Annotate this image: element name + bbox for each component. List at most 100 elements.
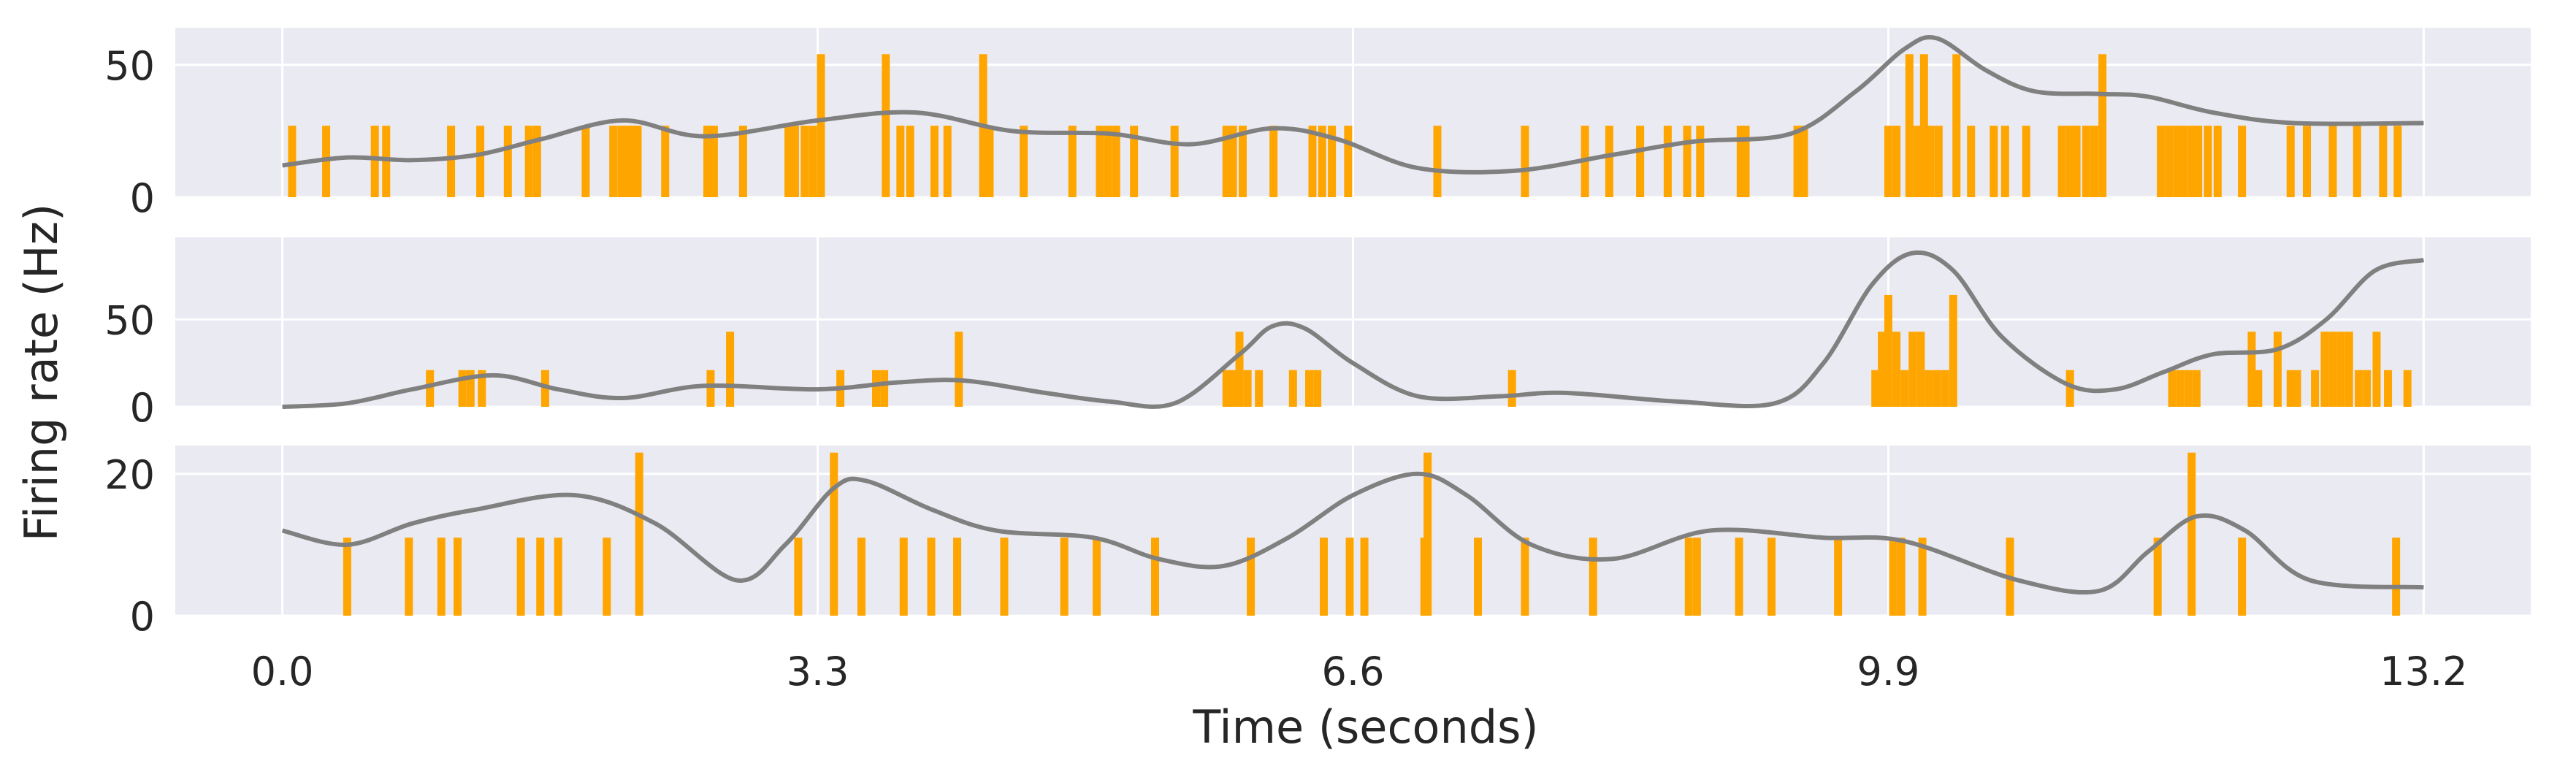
spike-bar xyxy=(581,126,590,197)
spike-bar xyxy=(1151,538,1160,616)
spike-bar xyxy=(817,54,825,197)
spike-bar xyxy=(503,126,512,197)
spike-bar xyxy=(955,332,963,407)
spike-bar xyxy=(458,370,467,407)
spike-bar xyxy=(1328,126,1337,197)
spike-bar xyxy=(1767,538,1776,616)
spike-bar xyxy=(532,126,541,197)
y-tick-label: 50 xyxy=(104,297,155,343)
spike-bar xyxy=(1793,126,1802,197)
spike-bar xyxy=(2213,126,2222,197)
spike-bar xyxy=(2072,126,2081,197)
spike-bar xyxy=(2157,126,2166,197)
spike-bar xyxy=(1741,126,1750,197)
spike-bar xyxy=(2274,332,2282,407)
spike-bar xyxy=(405,538,413,616)
spike-bar xyxy=(1905,54,1914,197)
spike-bar xyxy=(1313,370,1322,407)
spike-bar xyxy=(2403,370,2412,407)
firing-rate-line xyxy=(282,35,2424,175)
spike-bar xyxy=(1068,126,1077,197)
spike-bar xyxy=(1247,538,1255,616)
spike-bar xyxy=(1243,370,1252,407)
spike-bar xyxy=(943,126,952,197)
x-tick-label: 9.9 xyxy=(1857,649,1920,695)
spike-bar xyxy=(1507,370,1516,407)
spike-bar xyxy=(1345,538,1354,616)
spike-bar xyxy=(738,126,747,197)
spike-bar xyxy=(2328,332,2337,407)
spike-bar xyxy=(476,126,485,197)
x-tick-label: 6.6 xyxy=(1322,649,1385,695)
firing-rate-line xyxy=(281,471,2424,595)
firing-rate-line xyxy=(282,250,2425,409)
spike-bar xyxy=(2187,126,2196,197)
spike-bar xyxy=(661,126,670,197)
y-tick-label: 50 xyxy=(104,43,155,89)
spike-bar xyxy=(2057,126,2066,197)
spike-bar xyxy=(1684,538,1693,616)
spike-bar xyxy=(1889,538,1897,616)
spike-bar xyxy=(609,126,618,197)
spike-bar xyxy=(1130,126,1139,197)
spike-bar xyxy=(1170,126,1179,197)
spike-bar xyxy=(1892,332,1901,407)
spike-bar xyxy=(1949,294,1957,407)
spike-bar xyxy=(2311,370,2320,407)
spike-bar xyxy=(2286,126,2295,197)
spike-bar xyxy=(1892,126,1901,197)
spike-bar xyxy=(1423,452,1432,616)
spike-bar xyxy=(1228,126,1237,197)
spike-bar xyxy=(1344,126,1353,197)
spike-bar xyxy=(437,538,446,616)
spike-bar xyxy=(1683,126,1692,197)
spike-bar xyxy=(2392,538,2401,616)
spike-bar xyxy=(1000,538,1009,616)
spike-bar xyxy=(628,126,637,197)
spike-bar xyxy=(1521,126,1529,197)
spike-bar xyxy=(1897,538,1906,616)
spike-bar xyxy=(2090,126,2099,197)
spike-bar xyxy=(2204,126,2212,197)
spike-bar xyxy=(930,126,939,197)
spike-bar xyxy=(288,126,297,197)
spike-bar xyxy=(2194,126,2203,197)
spike-bar xyxy=(1093,538,1101,616)
spike-bar xyxy=(872,370,881,407)
spike-bar xyxy=(899,538,908,616)
spike-bar xyxy=(2153,538,2162,616)
spike-bar xyxy=(2082,126,2090,197)
panel-1: 0 50 xyxy=(104,28,2531,221)
spike-bar xyxy=(2238,126,2247,197)
spike-bar xyxy=(985,126,994,197)
spike-bar xyxy=(1318,126,1326,197)
spike-bar xyxy=(1884,294,1892,407)
spike-bar xyxy=(1308,126,1317,197)
y-tick-label: 0 xyxy=(130,385,155,431)
x-axis-label: Time (seconds) xyxy=(1192,700,1538,754)
spike-bar xyxy=(1696,126,1705,197)
spike-bar xyxy=(882,54,890,197)
spike-bar xyxy=(1916,332,1925,407)
spike-bar xyxy=(709,126,718,197)
y-tick-label: 20 xyxy=(104,452,155,498)
spike-bar xyxy=(906,126,914,197)
spike-bar xyxy=(726,332,735,407)
spike-bar xyxy=(794,538,803,616)
x-tick-label: 3.3 xyxy=(787,649,849,695)
spike-bar xyxy=(2393,126,2402,197)
x-axis: 0.0 3.3 6.6 9.9 13.2 xyxy=(251,649,2468,695)
spike-bar xyxy=(426,370,435,407)
spike-bar xyxy=(2384,370,2393,407)
spike-bar xyxy=(2247,332,2256,407)
spike-bar xyxy=(1925,370,1933,407)
spike-bar xyxy=(1871,370,1880,407)
y-tick-label: 0 xyxy=(130,594,155,640)
spike-bar xyxy=(617,126,626,197)
spike-bar xyxy=(1112,126,1120,197)
spike-bar xyxy=(1589,538,1597,616)
spike-bar xyxy=(1433,126,1442,197)
spike-bar xyxy=(1096,126,1104,197)
spike-bar xyxy=(1605,126,1613,197)
